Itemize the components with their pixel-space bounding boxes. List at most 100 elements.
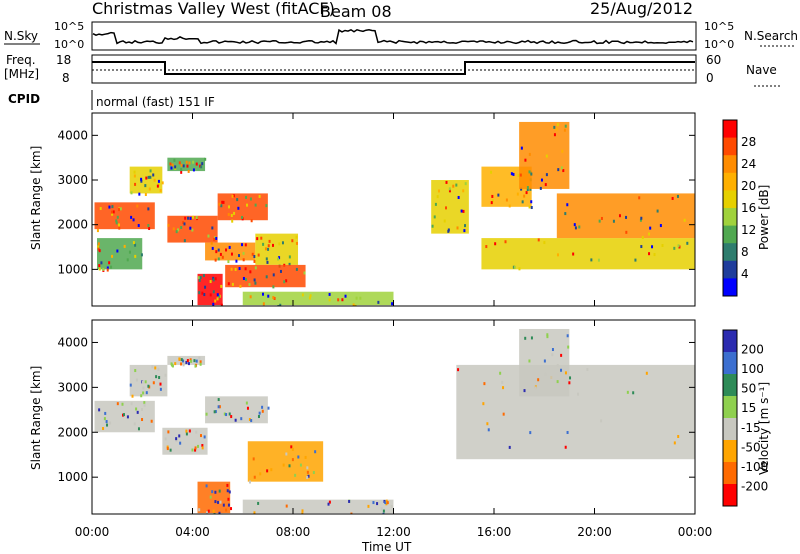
scatter-speckle — [149, 175, 152, 179]
scatter-speckle — [612, 219, 615, 223]
nsky-trace — [92, 28, 694, 45]
scatter-speckle — [174, 362, 177, 366]
scatter-speckle — [216, 297, 219, 301]
scatter-speckle — [258, 194, 261, 198]
scatter-speckle — [505, 198, 508, 202]
scatter-speckle — [257, 415, 260, 419]
scatter-speckle — [540, 178, 543, 182]
scatter-speckle — [97, 247, 100, 251]
scatter-speckle — [529, 187, 532, 191]
power-colorbar: 28 24 20 16 12 8 4 — [722, 119, 756, 297]
scatter-speckle — [572, 252, 575, 256]
scatter-speckle — [524, 336, 527, 340]
scatter-speckle — [510, 172, 513, 176]
scatter-speckle — [253, 255, 256, 259]
scatter-speckle — [187, 362, 190, 366]
scatter-speckle — [166, 445, 169, 449]
scatter-speckle — [200, 165, 203, 169]
scatter-speckle — [155, 375, 158, 379]
colorbar-swatch — [723, 190, 737, 209]
scatter-speckle — [463, 229, 466, 233]
nsearch-tick-top: 10^5 — [704, 20, 734, 33]
colorbar-tick: 15 — [741, 401, 756, 415]
data-region — [225, 264, 306, 288]
scatter-speckle — [148, 227, 151, 231]
scatter-speckle — [306, 466, 309, 470]
scatter-speckle — [217, 248, 220, 252]
scatter-speckle — [231, 282, 234, 286]
scatter-speckle — [213, 237, 216, 241]
colorbar-swatch — [723, 396, 737, 419]
scatter-speckle — [464, 182, 467, 186]
scatter-speckle — [490, 170, 493, 174]
data-region — [481, 238, 695, 270]
scatter-speckle — [228, 245, 231, 249]
scatter-speckle — [182, 221, 185, 225]
scatter-speckle — [528, 359, 531, 363]
freq-tick-bottom: 8 — [62, 71, 70, 85]
scatter-speckle — [199, 362, 202, 366]
scatter-speckle — [136, 204, 139, 208]
scatter-speckle — [250, 219, 253, 223]
scatter-speckle — [192, 168, 195, 172]
scatter-speckle — [261, 409, 264, 413]
colorbar-swatch — [723, 462, 737, 485]
scatter-speckle — [241, 215, 244, 219]
nsky-tick-top: 10^5 — [54, 20, 84, 33]
scatter-speckle — [185, 160, 188, 164]
scatter-speckle — [108, 205, 111, 209]
scatter-speckle — [195, 216, 198, 220]
scatter-speckle — [574, 226, 577, 230]
scatter-speckle — [457, 368, 460, 372]
scatter-speckle — [203, 293, 206, 297]
colorbar-tick: -200 — [741, 479, 768, 493]
x-axis-label: Time UT — [361, 540, 412, 554]
scatter-speckle — [174, 165, 177, 169]
scatter-speckle — [105, 420, 108, 424]
scatter-speckle — [135, 407, 138, 411]
scatter-speckle — [145, 391, 148, 395]
scatter-speckle — [277, 257, 280, 261]
scatter-speckle — [598, 219, 601, 223]
colorbar-tick: -100 — [741, 460, 768, 474]
scatter-speckle — [135, 378, 138, 382]
scatter-speckle — [132, 241, 135, 245]
scatter-speckle — [350, 512, 353, 514]
scatter-speckle — [291, 447, 294, 451]
scatter-speckle — [626, 390, 629, 394]
scatter-speckle — [153, 178, 156, 182]
nsearch-label: N.Search — [744, 29, 798, 43]
scatter-speckle — [144, 184, 147, 188]
scatter-speckle — [485, 245, 488, 249]
nave-tick-top: 60 — [706, 53, 721, 67]
scatter-speckle — [569, 376, 572, 380]
scatter-speckle — [242, 258, 245, 262]
scatter-speckle — [222, 503, 225, 507]
scatter-speckle — [673, 246, 676, 250]
scatter-speckle — [186, 359, 189, 363]
scatter-speckle — [178, 161, 181, 165]
scatter-speckle — [367, 504, 370, 508]
scatter-speckle — [195, 359, 198, 363]
scatter-speckle — [564, 445, 567, 449]
scatter-speckle — [195, 162, 198, 166]
scatter-speckle — [227, 503, 230, 507]
scatter-speckle — [267, 406, 270, 410]
scatter-speckle — [173, 158, 176, 162]
scatter-speckle — [109, 421, 112, 425]
scatter-speckle — [288, 262, 291, 266]
data-region — [556, 193, 695, 239]
scatter-speckle — [134, 182, 137, 186]
scatter-speckle — [214, 490, 217, 494]
scatter-speckle — [218, 489, 221, 493]
scatter-speckle — [232, 194, 235, 198]
scatter-speckle — [245, 401, 248, 405]
colorbar-swatch — [723, 374, 737, 397]
scatter-speckle — [456, 226, 459, 230]
scatter-speckle — [625, 230, 628, 234]
scatter-speckle — [528, 152, 531, 156]
nsky-tick-bottom: 10^0 — [54, 38, 84, 51]
scatter-speckle — [640, 216, 643, 220]
scatter-speckle — [285, 452, 288, 456]
colorbar-tick: 200 — [741, 343, 764, 357]
